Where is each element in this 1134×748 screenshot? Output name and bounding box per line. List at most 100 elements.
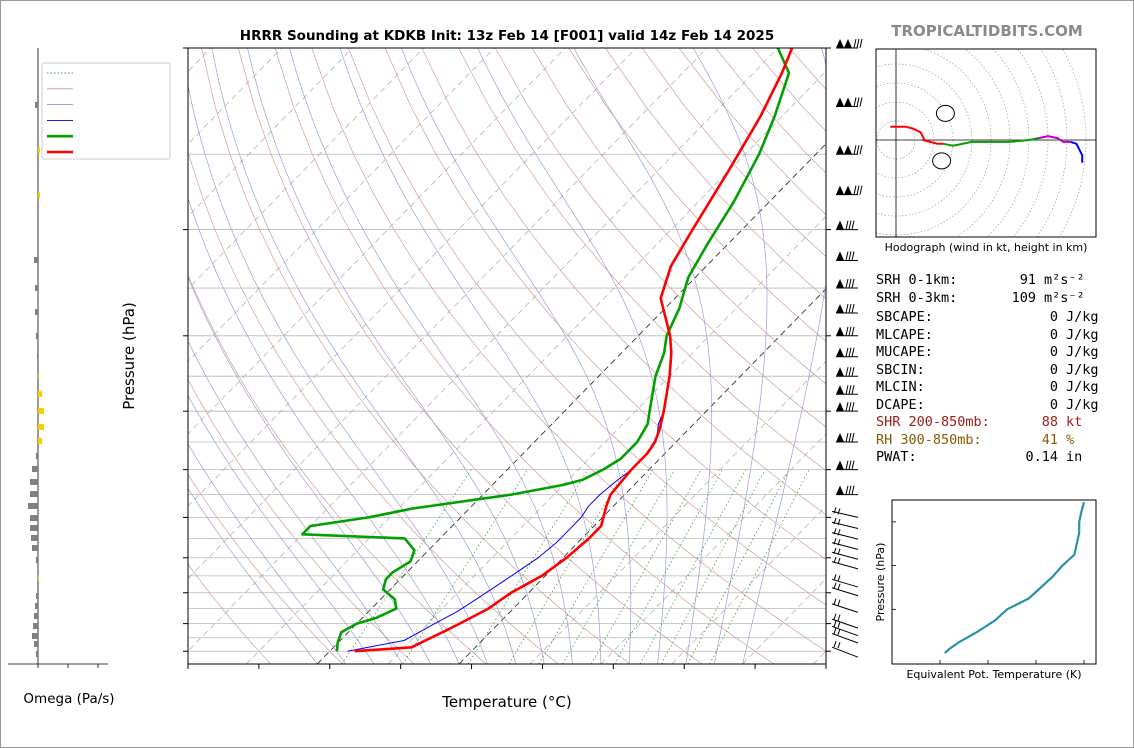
wind-barb-feather	[837, 599, 841, 606]
storm-motion-marker	[935, 104, 955, 122]
moist-adiabat-line	[188, 443, 346, 664]
wind-barb-feather	[833, 556, 837, 564]
wind-barb-flag	[836, 402, 844, 412]
index-label: RH 300-850mb:	[876, 431, 982, 448]
dry-adiabat-line	[188, 150, 559, 664]
wind-barb-feather	[845, 432, 849, 443]
omega-bar	[32, 545, 38, 551]
wind-barb-feather	[851, 385, 855, 395]
omega-bar	[32, 633, 38, 639]
wind-barb-feather	[848, 347, 852, 357]
wind-barb-flag	[836, 485, 844, 495]
wind-barb-feather	[851, 278, 855, 289]
isotherm-line	[671, 505, 826, 664]
omega-bar	[35, 285, 38, 291]
wind-barb-feather	[837, 529, 841, 536]
legend	[41, 62, 171, 160]
index-row: SBCAPE: 0 J/kg	[876, 309, 1099, 327]
omega-bar	[33, 623, 38, 629]
hodograph-trace	[943, 137, 1039, 147]
wind-barb-feather	[859, 38, 863, 49]
index-unit: J/kg	[1066, 309, 1099, 325]
wind-barb	[836, 251, 858, 261]
moist-adiabat-line	[188, 340, 403, 664]
isotherm-line	[600, 433, 826, 664]
omega-bar	[36, 333, 38, 339]
wetbulb-line	[347, 48, 793, 652]
omega-bar	[38, 391, 42, 397]
index-value: 0	[1049, 309, 1058, 325]
moist-adiabat-line	[188, 487, 318, 664]
wind-barb-feather	[851, 367, 855, 377]
omega-bar	[30, 525, 38, 531]
wind-barb-feather	[856, 97, 860, 107]
wind-barb-feather	[845, 251, 849, 261]
index-unit: m²s⁻²	[1044, 289, 1085, 306]
wind-barb-feather	[837, 642, 841, 649]
wind-barb-feather	[851, 402, 855, 412]
moist-adiabat-line	[692, 48, 768, 664]
wind-barb-flag	[844, 39, 852, 48]
omega-bar	[35, 102, 38, 108]
wind-barb	[836, 38, 863, 49]
omega-bar	[38, 147, 40, 153]
wind-barb-feather	[833, 582, 837, 589]
index-row: PWAT: 0.14 in	[876, 449, 1082, 467]
mixing-ratio-line	[508, 469, 626, 664]
index-label: PWAT:	[876, 449, 917, 465]
wind-barb-feather	[851, 220, 855, 230]
index-value: 0	[1049, 361, 1058, 378]
omega-panel: Omega (Pa/s)	[8, 48, 115, 707]
hodograph-trace	[922, 139, 944, 145]
wind-barb-flag	[836, 185, 844, 195]
wind-barb-flag	[836, 460, 844, 470]
index-unit: kt	[1066, 414, 1083, 430]
wind-barb-feather	[837, 583, 841, 590]
wind-barb	[836, 460, 858, 471]
wind-barb-feather	[848, 251, 852, 261]
theta-e-panel: Equivalent Pot. Temperature (K) Pressure…	[874, 499, 1097, 681]
index-label: MLCIN:	[876, 379, 925, 395]
omega-bar	[37, 353, 38, 359]
wind-barb	[831, 517, 859, 529]
wind-barb-feather	[837, 539, 841, 546]
wind-barb-feather	[837, 508, 841, 515]
wind-barb-flag	[836, 220, 844, 230]
dry-adiabat-line	[568, 48, 826, 342]
wind-barb	[831, 547, 859, 560]
omega-bar	[28, 503, 38, 509]
wind-barb	[831, 641, 859, 658]
wind-barb-feather	[845, 385, 849, 395]
index-row: SRH 0-1km: 91 m²s⁻²	[876, 272, 1085, 290]
wind-barb-feather	[845, 278, 849, 289]
moist-adiabat-line	[211, 48, 517, 664]
wind-barb-staff	[831, 618, 859, 629]
index-value: 41	[1041, 431, 1058, 448]
omega-bar	[34, 613, 38, 619]
wind-barb-feather	[833, 547, 837, 554]
wind-barb-staff	[831, 587, 859, 597]
omega-bar	[38, 575, 39, 581]
isotherm-line	[188, 48, 566, 435]
index-value: 0	[1049, 396, 1058, 413]
wind-barb	[831, 613, 859, 629]
wind-barb-feather	[848, 326, 852, 336]
wind-barb-feather	[837, 614, 841, 621]
temperature-line	[354, 48, 794, 653]
wind-barb	[836, 97, 863, 107]
wind-barb-feather	[845, 220, 849, 230]
wind-barb	[836, 485, 858, 496]
index-row: MLCAPE: 0 J/kg	[876, 327, 1099, 345]
isotherm-line	[246, 70, 826, 664]
wind-barb	[831, 507, 859, 518]
wind-barb-feather	[833, 574, 837, 581]
dry-adiabat-line	[188, 473, 343, 664]
wind-barb-feather	[837, 557, 841, 565]
index-row: MLCIN: 0 J/kg	[876, 379, 1099, 397]
wind-barb-feather	[851, 485, 855, 495]
wind-barb-feather	[837, 621, 841, 628]
wind-barb-feather	[848, 220, 852, 230]
wind-barb	[836, 303, 858, 314]
dry-adiabat-line	[311, 48, 826, 652]
